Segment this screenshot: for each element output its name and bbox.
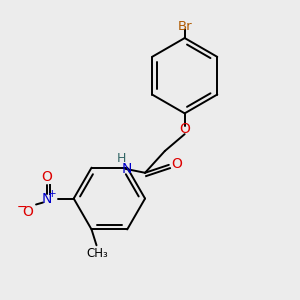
Text: O: O — [23, 206, 34, 219]
Text: Br: Br — [177, 20, 192, 33]
Text: N: N — [42, 191, 52, 206]
Text: O: O — [179, 122, 190, 136]
Text: O: O — [171, 157, 182, 171]
Text: N: N — [122, 162, 132, 176]
Text: +: + — [48, 189, 56, 199]
Text: H: H — [117, 152, 126, 165]
Text: CH₃: CH₃ — [87, 247, 108, 260]
Text: −: − — [17, 201, 27, 214]
Text: O: O — [41, 170, 52, 184]
